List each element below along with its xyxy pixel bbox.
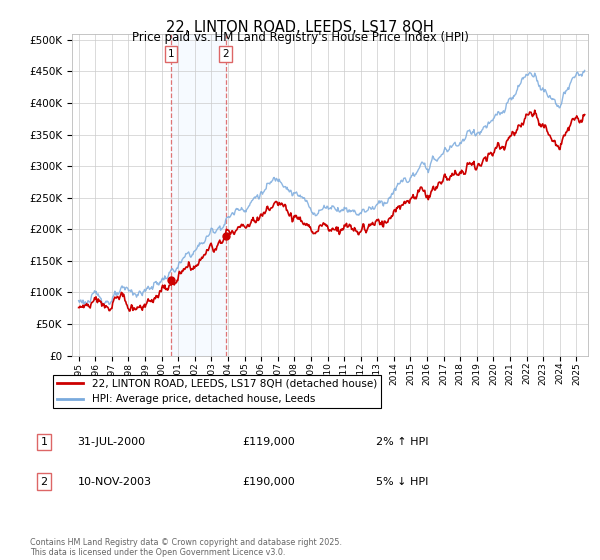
- Text: 22, LINTON ROAD, LEEDS, LS17 8QH: 22, LINTON ROAD, LEEDS, LS17 8QH: [166, 20, 434, 35]
- Text: 2: 2: [223, 49, 229, 59]
- Text: Contains HM Land Registry data © Crown copyright and database right 2025.
This d: Contains HM Land Registry data © Crown c…: [30, 538, 342, 557]
- Legend: 22, LINTON ROAD, LEEDS, LS17 8QH (detached house), HPI: Average price, detached : 22, LINTON ROAD, LEEDS, LS17 8QH (detach…: [53, 375, 381, 408]
- Bar: [171, 34, 226, 356]
- Text: 2% ↑ HPI: 2% ↑ HPI: [376, 437, 428, 447]
- Text: 2: 2: [40, 477, 47, 487]
- Text: £190,000: £190,000: [242, 477, 295, 487]
- Text: 5% ↓ HPI: 5% ↓ HPI: [376, 477, 428, 487]
- Text: 31-JUL-2000: 31-JUL-2000: [77, 437, 146, 447]
- Text: £119,000: £119,000: [242, 437, 295, 447]
- Text: 10-NOV-2003: 10-NOV-2003: [77, 477, 151, 487]
- Text: 1: 1: [40, 437, 47, 447]
- Text: 1: 1: [168, 49, 175, 59]
- Text: Price paid vs. HM Land Registry's House Price Index (HPI): Price paid vs. HM Land Registry's House …: [131, 31, 469, 44]
